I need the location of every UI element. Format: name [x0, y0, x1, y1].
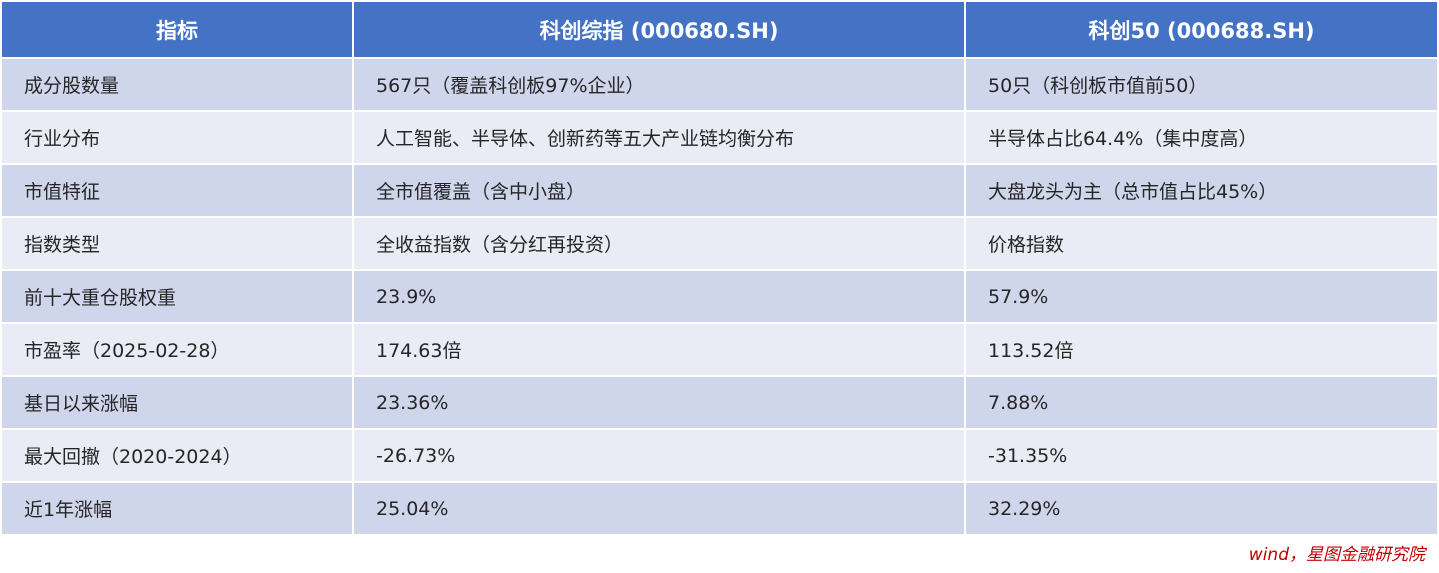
table-row: 市值特征 全市值覆盖（含中小盘） 大盘龙头为主（总市值占比45%） — [2, 165, 1437, 218]
header-cell-star-50: 科创50 (000688.SH) — [1088, 18, 1315, 43]
row-label: 最大回撤（2020-2024） — [2, 430, 354, 481]
row-label: 前十大重仓股权重 — [2, 271, 354, 322]
table-row: 市盈率（2025-02-28） 174.63倍 113.52倍 — [2, 324, 1437, 377]
row-label: 近1年涨幅 — [2, 483, 354, 534]
cell-star-composite: 567只（覆盖科创板97%企业） — [354, 59, 966, 110]
source-note: wind，星图金融研究院 — [1248, 545, 1425, 565]
cell-star-composite: 23.9% — [354, 271, 966, 322]
cell-star-50: -31.35% — [988, 444, 1068, 467]
comparison-table: 指标 科创综指 (000680.SH) 科创50 (000688.SH) 成分股… — [2, 2, 1437, 536]
cell-star-50: 57.9% — [988, 285, 1049, 308]
row-label: 成分股数量 — [2, 59, 354, 110]
row-label: 市值特征 — [2, 165, 354, 216]
cell-star-composite: 174.63倍 — [354, 324, 966, 375]
cell-star-50: 7.88% — [988, 391, 1049, 414]
cell-star-50: 半导体占比64.4%（集中度高） — [988, 128, 1258, 150]
cell-star-50: 大盘龙头为主（总市值占比45%） — [988, 181, 1278, 203]
row-label: 指数类型 — [2, 218, 354, 269]
table-row: 近1年涨幅 25.04% 32.29% — [2, 483, 1437, 536]
table-row: 基日以来涨幅 23.36% 7.88% — [2, 377, 1437, 430]
row-label: 行业分布 — [2, 112, 354, 163]
table-row: 前十大重仓股权重 23.9% 57.9% — [2, 271, 1437, 324]
table-row: 指数类型 全收益指数（含分红再投资） 价格指数 — [2, 218, 1437, 271]
table-row: 成分股数量 567只（覆盖科创板97%企业） 50只（科创板市值前50） — [2, 59, 1437, 112]
cell-star-50: 50只（科创板市值前50） — [988, 75, 1208, 97]
cell-star-50: 价格指数 — [988, 234, 1065, 256]
table-header-row: 指标 科创综指 (000680.SH) 科创50 (000688.SH) — [2, 2, 1437, 59]
cell-star-50: 32.29% — [988, 497, 1061, 520]
row-label: 基日以来涨幅 — [2, 377, 354, 428]
table-row: 行业分布 人工智能、半导体、创新药等五大产业链均衡分布 半导体占比64.4%（集… — [2, 112, 1437, 165]
header-cell-star-composite: 科创综指 (000680.SH) — [354, 2, 966, 57]
cell-star-composite: 25.04% — [354, 483, 966, 534]
cell-star-composite: 23.36% — [354, 377, 966, 428]
header-cell-indicator: 指标 — [2, 2, 354, 57]
row-label: 市盈率（2025-02-28） — [2, 324, 354, 375]
table-row: 最大回撤（2020-2024） -26.73% -31.35% — [2, 430, 1437, 483]
cell-star-composite: 人工智能、半导体、创新药等五大产业链均衡分布 — [354, 112, 966, 163]
cell-star-composite: 全市值覆盖（含中小盘） — [354, 165, 966, 216]
cell-star-composite: -26.73% — [354, 430, 966, 481]
cell-star-composite: 全收益指数（含分红再投资） — [354, 218, 966, 269]
cell-star-50: 113.52倍 — [988, 340, 1074, 362]
